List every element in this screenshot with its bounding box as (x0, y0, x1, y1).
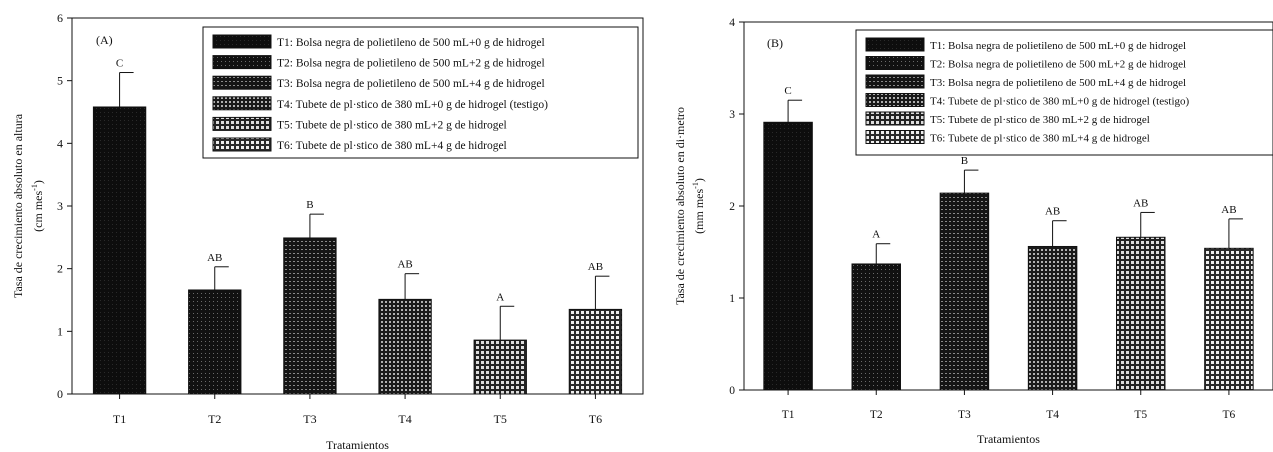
legend-entry: T4: Tubete de pl·stico de 380 mL+0 g de … (277, 99, 548, 111)
legend: T1: Bolsa negra de polietileno de 500 mL… (202, 26, 639, 159)
panel-label: (A) (96, 33, 113, 47)
bar-t5 (473, 339, 527, 395)
x-tick-label: T1 (113, 412, 126, 426)
x-axis-label: Tratamientos (977, 432, 1040, 446)
legend-swatch-t4 (865, 93, 925, 107)
bar-t6 (568, 308, 623, 395)
legend-swatch-t3 (212, 75, 272, 90)
legend-swatch-t5 (212, 116, 272, 131)
x-tick-label: T5 (1134, 409, 1147, 421)
bar-t5 (1116, 236, 1166, 391)
significance-letter: AB (397, 259, 412, 271)
legend-entry: T1: Bolsa negra de polietileno de 500 mL… (930, 40, 1186, 52)
y-axis-label-text: Tasa de crecimiento absoluto en altura (11, 113, 25, 298)
y-unit-base: (mm mes (692, 189, 706, 234)
x-tick-label: T2 (208, 412, 221, 426)
legend-swatch-t6 (865, 130, 925, 144)
bar-t6 (1204, 247, 1254, 391)
x-tick-label: T1 (782, 409, 795, 421)
significance-letter: C (116, 58, 123, 70)
y-tick-label: 0 (729, 385, 735, 397)
bar-t1 (763, 121, 813, 391)
legend-entry: T2: Bolsa negra de polietileno de 500 mL… (930, 59, 1186, 71)
panel-label: (B) (767, 36, 783, 50)
legend: T1: Bolsa negra de polietileno de 500 mL… (855, 29, 1273, 156)
y-tick-label: 4 (57, 136, 63, 150)
x-tick-label: T3 (303, 412, 316, 426)
y-axis-label: Tasa de crecimiento absoluto en di·metro (673, 107, 687, 305)
y-axis-label-text: Tasa de crecimiento absoluto en di·metro (673, 107, 687, 305)
significance-letter: C (784, 85, 791, 97)
significance-letter: AB (1133, 197, 1148, 209)
y-tick-label: 2 (729, 201, 735, 213)
y-axis-unit: (cm mes-1) (30, 180, 45, 232)
legend-entry: T5: Tubete de pl·stico de 380 mL+2 g de … (277, 119, 507, 131)
y-tick-label: 1 (57, 324, 63, 338)
legend-entry: T6: Tubete de pl·stico de 380 mL+4 g de … (277, 140, 507, 152)
y-tick-label: 4 (729, 17, 735, 29)
y-axis-unit-text: (mm mes-1) (691, 178, 706, 234)
y-tick-label: 3 (57, 199, 63, 213)
y-unit-sup: -1 (30, 184, 39, 191)
chart-panel-a: 0 1 2 3 4 5 6 Tasa de crecimiento absoluto en a… (11, 11, 644, 452)
bar-t4 (378, 298, 432, 395)
y-tick-label: 2 (57, 262, 63, 276)
legend-entry: T3: Bolsa negra de polietileno de 500 mL… (930, 77, 1186, 89)
significance-letter: AB (1221, 204, 1236, 216)
bar-t2 (188, 289, 242, 395)
legend-entry: T2: Bolsa negra de polietileno de 500 mL… (277, 58, 545, 70)
y-tick-label: 0 (57, 387, 63, 401)
x-tick-label: T4 (1046, 409, 1059, 421)
bar-t4 (1027, 245, 1078, 391)
legend-box (855, 29, 1273, 156)
y-unit-sup: -1 (691, 182, 700, 189)
bar-t3 (939, 192, 990, 391)
legend-swatch-t5 (865, 111, 925, 126)
y-tick-label: 5 (57, 74, 63, 88)
bar-t2 (851, 263, 901, 391)
x-tick-label: T5 (494, 412, 507, 426)
legend-swatch-t3 (865, 74, 925, 89)
x-tick-label: T2 (870, 409, 883, 421)
legend-entry: T4: Tubete de pl·stico de 380 mL+0 g de … (930, 96, 1190, 108)
legend-swatch-t2 (865, 56, 925, 70)
legend-swatch-t1 (212, 34, 272, 49)
y-unit-close: ) (31, 180, 45, 184)
x-tick-label: T4 (398, 412, 411, 426)
significance-letter: A (872, 229, 880, 241)
chart-panel-b: 0 1 2 3 4 Tasa de crecimiento absoluto en di·… (673, 17, 1273, 446)
y-axis-label: Tasa de crecimiento absoluto en altura (11, 113, 25, 298)
x-tick-label: T6 (589, 412, 602, 426)
y-unit-base: (cm mes (31, 191, 45, 232)
significance-letter: AB (588, 261, 603, 273)
y-tick-label: 1 (729, 293, 735, 305)
x-tick-label: T3 (958, 409, 971, 421)
legend-swatch-t6 (212, 137, 272, 152)
legend-swatch-t1 (865, 37, 925, 52)
legend-box (202, 26, 639, 159)
y-axis-unit: (mm mes-1) (691, 178, 706, 234)
significance-letter: AB (1045, 206, 1060, 218)
legend-entry: T6: Tubete de pl·stico de 380 mL+4 g de … (930, 133, 1150, 145)
y-unit-close: ) (692, 178, 706, 182)
legend-entry: T1: Bolsa negra de polietileno de 500 mL… (277, 37, 545, 49)
significance-letter: B (306, 199, 313, 211)
significance-letter: B (961, 155, 968, 167)
bar-t1 (92, 106, 147, 395)
legend-swatch-t4 (212, 96, 272, 111)
y-axis-unit-text: (cm mes-1) (30, 180, 45, 232)
legend-entry: T5: Tubete de pl·stico de 380 mL+2 g de … (930, 114, 1150, 126)
y-tick-label: 3 (729, 109, 735, 121)
y-tick-label: 6 (57, 11, 63, 25)
x-axis-label: Tratamientos (326, 438, 389, 452)
significance-letter: A (496, 291, 504, 303)
significance-letter: AB (207, 252, 222, 264)
legend-swatch-t2 (212, 55, 272, 70)
x-tick-label: T6 (1223, 409, 1236, 421)
bar-t3 (283, 237, 337, 395)
legend-entry: T3: Bolsa negra de polietileno de 500 mL… (277, 78, 545, 90)
